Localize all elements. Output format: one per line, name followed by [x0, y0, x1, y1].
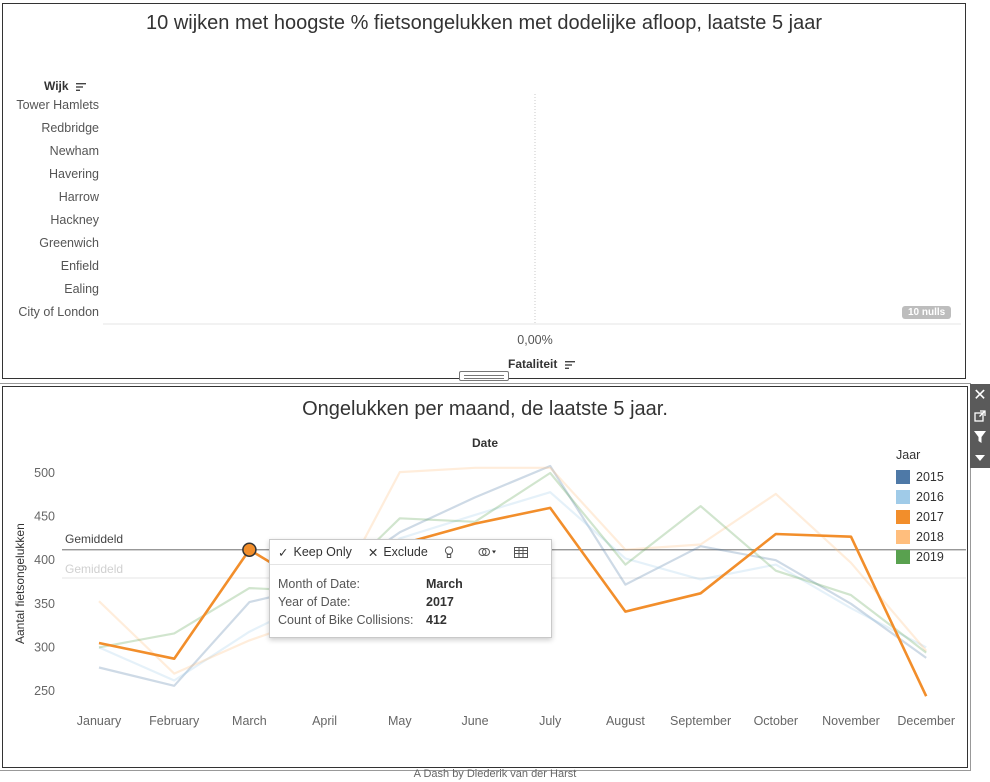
exclude-button[interactable]: ✕ Exclude — [368, 545, 428, 560]
x-axis-title-date: Date — [471, 436, 498, 450]
tooltip-key: Count of Bike Collisions: — [278, 613, 414, 627]
legend-swatch — [896, 530, 910, 544]
row-label[interactable]: Ealing — [64, 282, 99, 296]
group-members-button[interactable] — [478, 546, 498, 558]
lightbulb-icon — [444, 545, 453, 558]
legend-label: 2018 — [916, 530, 944, 544]
legend: Jaar 2015 2016 2017 2018 2019 — [896, 448, 944, 567]
filter-icon — [974, 430, 986, 443]
row-label[interactable]: Enfield — [60, 259, 99, 273]
tooltip-key: Month of Date: — [278, 577, 360, 591]
popout-button[interactable] — [970, 405, 990, 426]
sort-icon[interactable] — [564, 360, 576, 370]
tooltip-row: Count of Bike Collisions: 412 — [270, 611, 551, 629]
x-tick-zero: 0,00% — [517, 333, 553, 347]
top-chart-title: 10 wijken met hoogste % fietsongelukken … — [146, 12, 822, 34]
legend-label: 2019 — [916, 550, 944, 564]
legend-label: 2016 — [916, 490, 944, 504]
tooltip: ✓ Keep Only ✕ Exclude Month of Date: Marc… — [269, 539, 552, 638]
row-label[interactable]: Hackney — [50, 213, 99, 227]
legend-item[interactable]: 2017 — [896, 507, 944, 527]
popout-icon — [974, 409, 986, 422]
chevron-down-icon — [975, 454, 985, 461]
viz-toolbar: ✕ — [970, 384, 990, 468]
row-header-label: Wijk — [44, 79, 69, 93]
row-label[interactable]: Greenwich — [39, 236, 99, 250]
tooltip-row: Year of Date: 2017 — [270, 593, 551, 611]
row-label[interactable]: Harrow — [58, 190, 99, 204]
top-chart-plot — [103, 94, 961, 325]
sort-icon[interactable] — [75, 82, 87, 92]
tooltip-key: Year of Date: — [278, 595, 351, 609]
legend-item[interactable]: 2019 — [896, 547, 944, 567]
view-data-button[interactable] — [513, 546, 528, 558]
legend-label: 2017 — [916, 510, 944, 524]
close-button[interactable]: ✕ — [970, 384, 990, 405]
row-header[interactable]: Wijk — [44, 79, 87, 93]
legend-title: Jaar — [896, 448, 921, 462]
top-chart-panel: 10 wijken met hoogste % fietsongelukken … — [2, 3, 966, 379]
legend-swatch — [896, 550, 910, 564]
row-label[interactable]: City of London — [18, 305, 99, 319]
row-label[interactable]: Newham — [49, 144, 99, 158]
more-options-button[interactable] — [970, 447, 990, 468]
legend-label: 2015 — [916, 470, 944, 484]
row-label[interactable]: Redbridge — [41, 121, 99, 135]
keep-only-button[interactable]: ✓ Keep Only — [278, 545, 352, 560]
nulls-badge[interactable]: 10 nulls — [902, 306, 952, 319]
keep-only-label: Keep Only — [293, 545, 352, 559]
lightbulb-button[interactable] — [444, 545, 454, 559]
filter-button[interactable] — [970, 426, 990, 447]
tooltip-value: 412 — [426, 613, 447, 627]
tooltip-toolbar: ✓ Keep Only ✕ Exclude — [270, 540, 551, 565]
tooltip-value: March — [426, 577, 463, 591]
close-icon: ✕ — [367, 545, 379, 560]
legend-item[interactable]: 2018 — [896, 527, 944, 547]
tooltip-value: 2017 — [426, 595, 454, 609]
legend-swatch — [896, 470, 910, 484]
exclude-label: Exclude — [383, 545, 428, 559]
link-icon — [478, 548, 496, 556]
reference-line-label: Gemiddeld — [65, 532, 124, 546]
reference-line-label-faded: Gemiddeld — [65, 562, 124, 576]
row-label[interactable]: Tower Hamlets — [16, 98, 99, 112]
y-axis-title: Aantal fietsongelukken — [13, 523, 27, 644]
table-icon — [513, 546, 528, 558]
bottom-chart-title: Ongelukken per maand, de laatste 5 jaar. — [302, 398, 668, 420]
footer-credit: A Dash by Diederik van der Harst — [413, 768, 577, 780]
legend-item[interactable]: 2016 — [896, 487, 944, 507]
x-axis-header[interactable]: Fataliteit — [508, 357, 576, 371]
close-icon: ✕ — [973, 386, 987, 404]
resize-handle[interactable] — [459, 371, 509, 381]
check-icon: ✓ — [278, 545, 289, 560]
legend-item[interactable]: 2015 — [896, 467, 944, 487]
legend-swatch — [896, 510, 910, 524]
legend-swatch — [896, 490, 910, 504]
x-axis-title: Fataliteit — [508, 357, 558, 371]
tooltip-row: Month of Date: March — [270, 575, 551, 593]
row-label[interactable]: Havering — [48, 167, 99, 181]
